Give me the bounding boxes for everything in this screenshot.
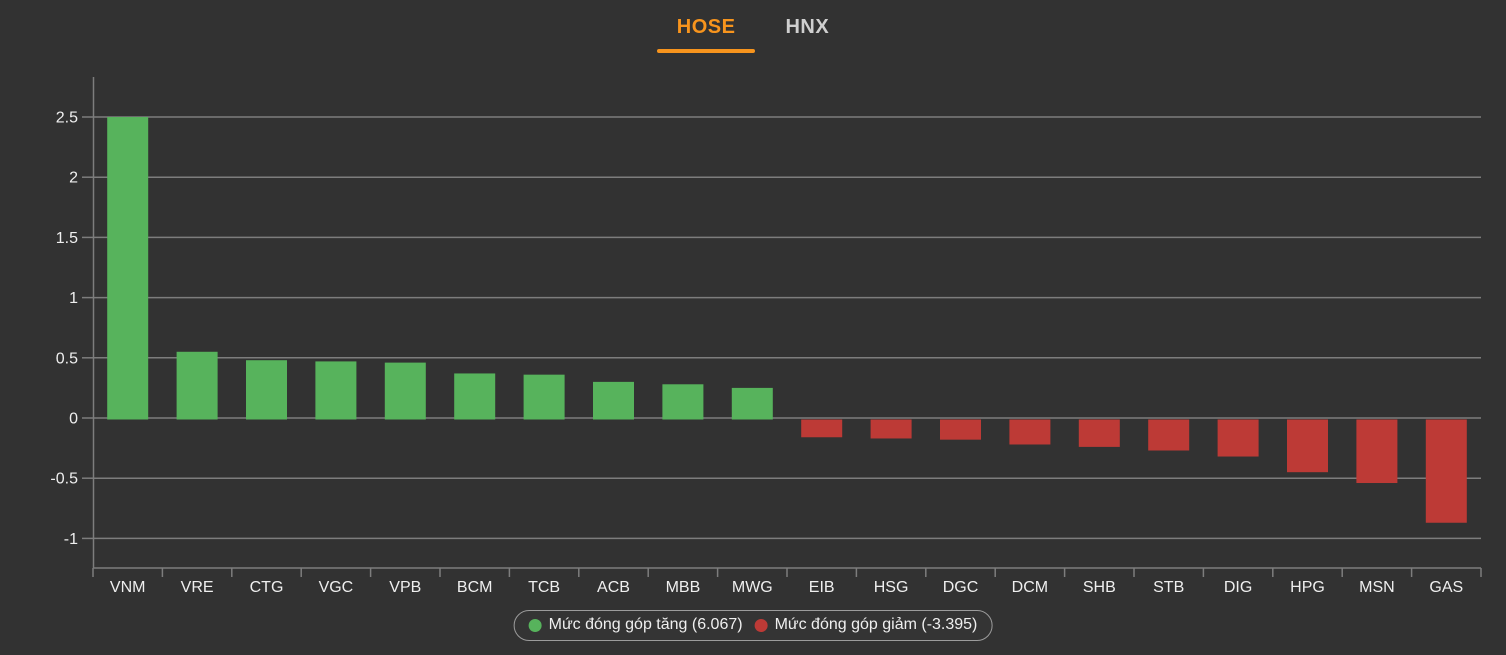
bar-HSG[interactable] (870, 419, 912, 439)
exchange-tab-bar: HOSE HNX (0, 8, 1506, 53)
x-label-EIB: EIB (809, 579, 835, 596)
y-tick-label: -0.5 (50, 471, 78, 488)
bar-DGC[interactable] (940, 419, 981, 440)
x-label-HSG: HSG (874, 579, 909, 596)
x-label-HPG: HPG (1290, 579, 1325, 596)
y-tick-label: 1.5 (56, 230, 78, 247)
y-tick-label: 2 (69, 170, 78, 187)
bar-VNM[interactable] (107, 117, 149, 420)
legend-marker-loss-icon (754, 618, 768, 632)
bar-TCB[interactable] (523, 374, 565, 420)
x-label-GAS: GAS (1429, 579, 1463, 596)
bar-GAS[interactable] (1425, 419, 1467, 523)
y-tick-label: 0.5 (56, 350, 78, 367)
x-label-VNM: VNM (110, 579, 146, 596)
tab-hnx[interactable]: HNX (785, 16, 830, 38)
bar-DCM[interactable] (1009, 419, 1051, 445)
legend-marker-gain-icon (528, 618, 542, 632)
bar-MSN[interactable] (1356, 419, 1398, 484)
x-label-BCM: BCM (457, 579, 493, 596)
bar-HPG[interactable] (1287, 419, 1328, 473)
x-label-VGC: VGC (319, 579, 354, 596)
x-label-DCM: DCM (1012, 579, 1048, 596)
bar-BCM[interactable] (454, 373, 496, 420)
x-label-DIG: DIG (1224, 579, 1252, 596)
x-label-TCB: TCB (528, 579, 560, 596)
bar-EIB[interactable] (801, 419, 843, 438)
bar-MWG[interactable] (731, 387, 773, 420)
legend-item-loss: Mức đóng góp giảm (-3.395) (754, 616, 978, 634)
x-label-VPB: VPB (389, 579, 421, 596)
x-label-MBB: MBB (666, 579, 701, 596)
bar-MBB[interactable] (662, 384, 704, 420)
y-tick-label: -1 (64, 531, 78, 548)
x-label-MSN: MSN (1359, 579, 1395, 596)
x-label-CTG: CTG (250, 579, 284, 596)
legend-item-gain: Mức đóng góp tăng (6.067) (528, 616, 743, 634)
bar-CTG[interactable] (246, 360, 287, 420)
legend-label-gain: Mức đóng góp tăng (6.067) (548, 616, 743, 633)
legend-label-loss: Mức đóng góp giảm (-3.395) (774, 616, 978, 633)
y-tick-label: 0 (69, 411, 78, 428)
tab-hose[interactable]: HOSE (656, 8, 756, 53)
bar-VPB[interactable] (384, 362, 426, 420)
x-label-MWG: MWG (732, 579, 773, 596)
bar-SHB[interactable] (1078, 419, 1120, 447)
x-label-VRE: VRE (181, 579, 214, 596)
bar-DIG[interactable] (1217, 419, 1259, 457)
bar-VGC[interactable] (315, 361, 357, 420)
x-label-ACB: ACB (597, 579, 630, 596)
x-label-DGC: DGC (943, 579, 979, 596)
y-tick-label: 2.5 (56, 110, 78, 127)
x-label-SHB: SHB (1083, 579, 1116, 596)
x-label-STB: STB (1153, 579, 1184, 596)
bar-ACB[interactable] (593, 381, 634, 420)
y-tick-label: 1 (69, 290, 78, 307)
bar-VRE[interactable] (176, 351, 218, 420)
bar-STB[interactable] (1148, 419, 1190, 451)
chart-legend: Mức đóng góp tăng (6.067) Mức đóng góp g… (513, 610, 993, 641)
